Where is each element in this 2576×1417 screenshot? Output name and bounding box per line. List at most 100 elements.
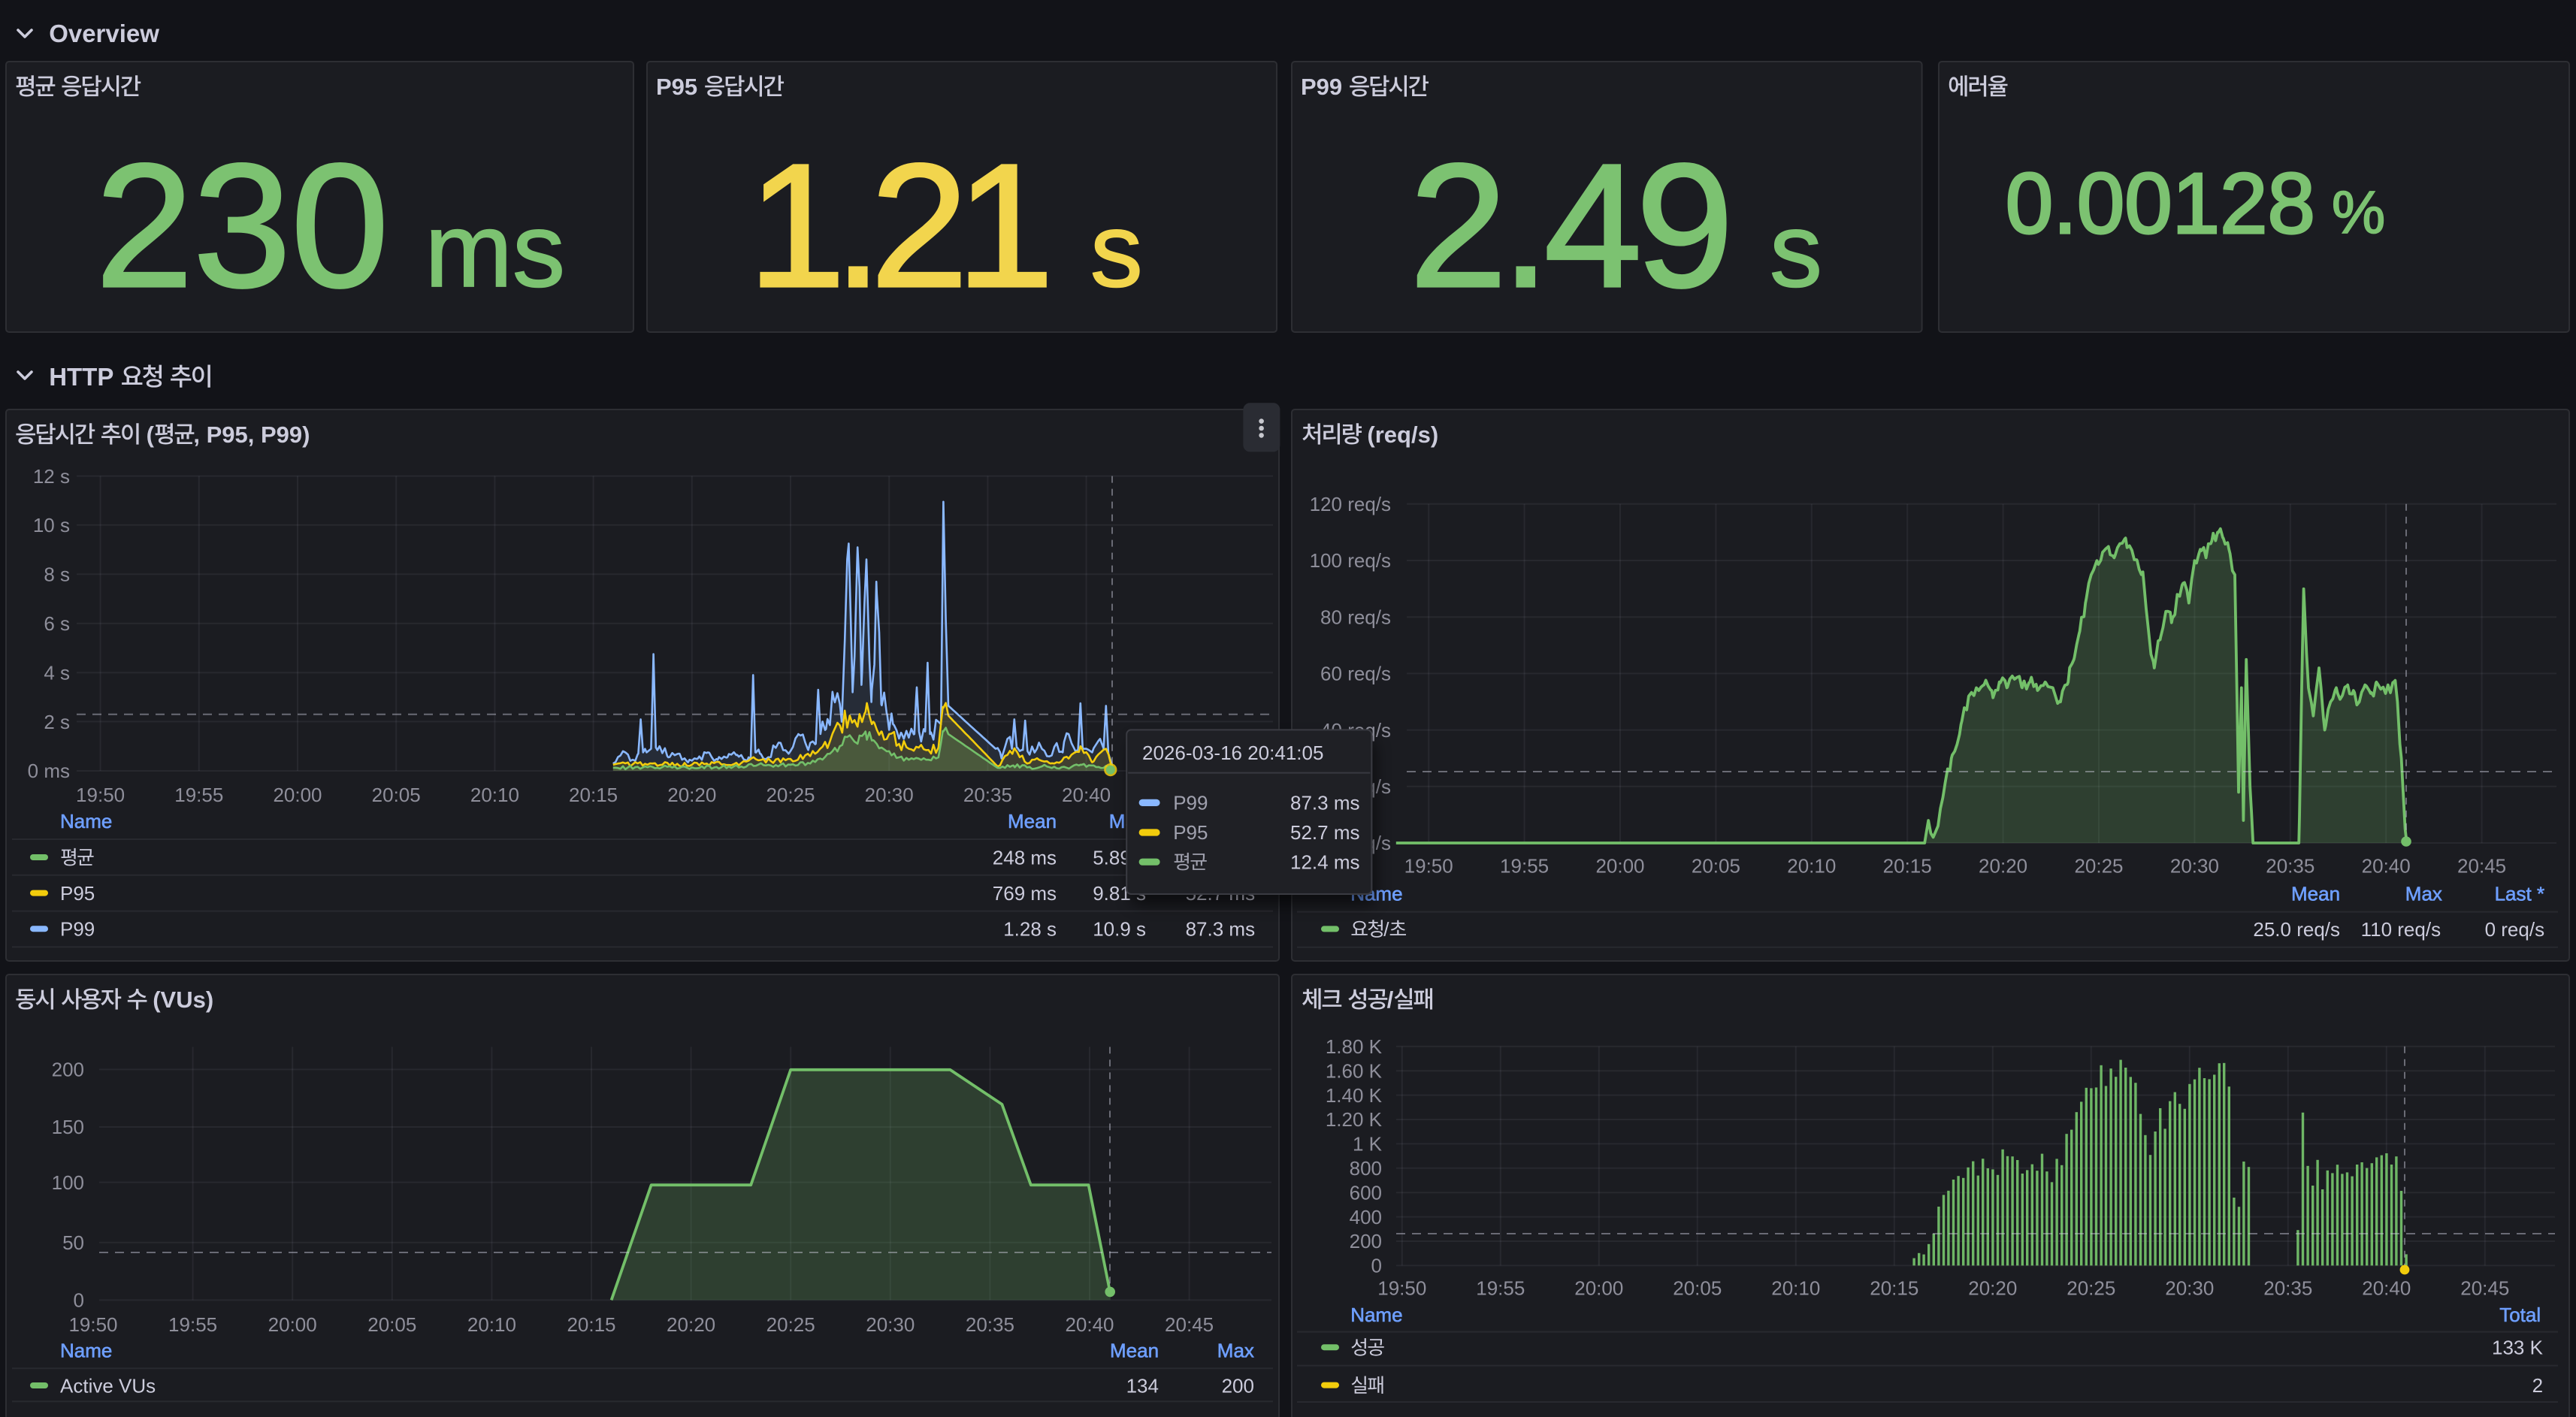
svg-text:200: 200 [1350, 1230, 1382, 1252]
svg-text:1.40 K: 1.40 K [1326, 1084, 1383, 1107]
svg-text:20:40: 20:40 [1062, 784, 1111, 806]
svg-text:20:15: 20:15 [1870, 1277, 1918, 1299]
svg-text:(: ( [140, 421, 155, 448]
svg-text:s: s [1090, 191, 1143, 309]
svg-text:1.20 K: 1.20 K [1326, 1108, 1383, 1131]
svg-text:Mean: Mean [1110, 1340, 1159, 1362]
svg-text:%: % [2332, 179, 2385, 246]
svg-text:20:30: 20:30 [865, 784, 914, 806]
svg-text:133 K: 133 K [2492, 1337, 2544, 1359]
svg-text:20:30: 20:30 [2170, 854, 2219, 877]
svg-text:4 s: 4 s [44, 661, 70, 684]
svg-text:20:25: 20:25 [2074, 854, 2123, 877]
svg-text:20:10: 20:10 [1771, 1277, 1820, 1299]
svg-text:Max: Max [2405, 883, 2442, 905]
svg-text:200: 200 [1222, 1374, 1254, 1397]
svg-text:Overview: Overview [49, 20, 159, 47]
svg-text:20:40: 20:40 [2362, 1277, 2411, 1299]
svg-text:ms: ms [425, 191, 565, 309]
svg-text:10 s: 10 s [33, 514, 70, 536]
svg-text:20:45: 20:45 [2457, 854, 2506, 877]
svg-text:Max: Max [1217, 1340, 1254, 1362]
svg-text:20:00: 20:00 [1595, 854, 1644, 877]
svg-text:, P95, P99): , P95, P99) [193, 421, 310, 448]
svg-text:20:00: 20:00 [1574, 1277, 1623, 1299]
svg-text:Name: Name [60, 1340, 112, 1362]
svg-text:20:40: 20:40 [2362, 854, 2411, 877]
svg-text:769 ms: 769 ms [993, 882, 1057, 905]
svg-text:(VUs): (VUs) [147, 986, 214, 1013]
svg-text:1.28 s: 1.28 s [1003, 918, 1057, 941]
svg-text:/: / [1387, 986, 1394, 1013]
svg-text:20:15: 20:15 [569, 784, 618, 806]
svg-text:2026-03-16 20:41:05: 2026-03-16 20:41:05 [1142, 742, 1323, 764]
svg-text:20:40: 20:40 [1065, 1313, 1114, 1336]
svg-text:230: 230 [95, 127, 389, 324]
svg-text:1.80 K: 1.80 K [1326, 1035, 1383, 1058]
svg-text:20:45: 20:45 [1165, 1313, 1214, 1336]
svg-text:50: 50 [62, 1231, 84, 1254]
svg-text:52.7 ms: 52.7 ms [1290, 821, 1360, 844]
svg-text:20:05: 20:05 [372, 784, 421, 806]
svg-text:1 K: 1 K [1353, 1133, 1383, 1156]
svg-text:HTTP: HTTP [49, 363, 120, 391]
svg-text:1.21: 1.21 [748, 127, 1045, 324]
svg-text:150: 150 [52, 1116, 84, 1138]
svg-text:100 req/s: 100 req/s [1310, 549, 1391, 572]
svg-text:19:50: 19:50 [1404, 854, 1453, 877]
svg-text:20:35: 20:35 [966, 1313, 1014, 1336]
svg-text:120 req/s: 120 req/s [1310, 493, 1391, 515]
svg-text:20:05: 20:05 [367, 1313, 416, 1336]
svg-text:60 req/s: 60 req/s [1320, 663, 1391, 685]
svg-text:19:55: 19:55 [168, 1313, 217, 1336]
svg-text:20:20: 20:20 [667, 784, 716, 806]
svg-text:P99: P99 [1173, 792, 1208, 814]
svg-text:s: s [1770, 191, 1822, 309]
svg-text:20:35: 20:35 [963, 784, 1012, 806]
svg-text:Mean: Mean [2291, 883, 2340, 905]
svg-text:20:45: 20:45 [2460, 1277, 2509, 1299]
svg-text:Total: Total [2499, 1304, 2541, 1326]
svg-text:800: 800 [1350, 1157, 1382, 1180]
svg-text:2.49: 2.49 [1410, 127, 1728, 324]
svg-text:8 s: 8 s [44, 563, 70, 586]
svg-text:20:35: 20:35 [2263, 1277, 2312, 1299]
svg-text:19:50: 19:50 [1377, 1277, 1426, 1299]
svg-text:(req/s): (req/s) [1361, 421, 1438, 448]
svg-text:20:10: 20:10 [467, 1313, 516, 1336]
svg-text:20:05: 20:05 [1692, 854, 1740, 877]
svg-text:200: 200 [52, 1059, 84, 1081]
svg-text:134: 134 [1126, 1374, 1159, 1397]
svg-text:Name: Name [1350, 1304, 1402, 1326]
svg-text:10.9 s: 10.9 s [1093, 918, 1146, 941]
svg-text:20:05: 20:05 [1673, 1277, 1722, 1299]
svg-text:P99: P99 [1301, 74, 1349, 100]
svg-text:19:50: 19:50 [68, 1313, 117, 1336]
svg-text:P95: P95 [656, 74, 704, 100]
svg-text:Name: Name [60, 810, 112, 832]
svg-text:20:15: 20:15 [1883, 854, 1932, 877]
svg-text:19:55: 19:55 [174, 784, 223, 806]
svg-text:400: 400 [1350, 1206, 1382, 1228]
svg-text:0.00128: 0.00128 [2006, 156, 2315, 252]
svg-text:20:10: 20:10 [470, 784, 519, 806]
svg-text:87.3 ms: 87.3 ms [1290, 792, 1360, 814]
svg-text:20:30: 20:30 [2165, 1277, 2214, 1299]
svg-text:Mean: Mean [1008, 810, 1057, 832]
svg-text:P99: P99 [60, 918, 95, 941]
svg-text:100: 100 [52, 1171, 84, 1194]
svg-text:20:10: 20:10 [1787, 854, 1836, 877]
svg-text:20:20: 20:20 [1979, 854, 2027, 877]
svg-text:Active VUs: Active VUs [60, 1374, 156, 1397]
svg-text:0 req/s: 0 req/s [2485, 918, 2545, 941]
svg-text:0: 0 [74, 1289, 84, 1312]
svg-text:20:25: 20:25 [2067, 1277, 2115, 1299]
svg-text:6 s: 6 s [44, 612, 70, 635]
svg-text:110 req/s: 110 req/s [2361, 918, 2441, 941]
svg-text:87.3 ms: 87.3 ms [1186, 918, 1256, 941]
svg-text:80 req/s: 80 req/s [1320, 606, 1391, 628]
svg-text:P95: P95 [1173, 821, 1208, 844]
svg-text:25.0 req/s: 25.0 req/s [2253, 918, 2340, 941]
svg-text:2 s: 2 s [44, 711, 70, 733]
svg-text:1.60 K: 1.60 K [1326, 1059, 1383, 1082]
